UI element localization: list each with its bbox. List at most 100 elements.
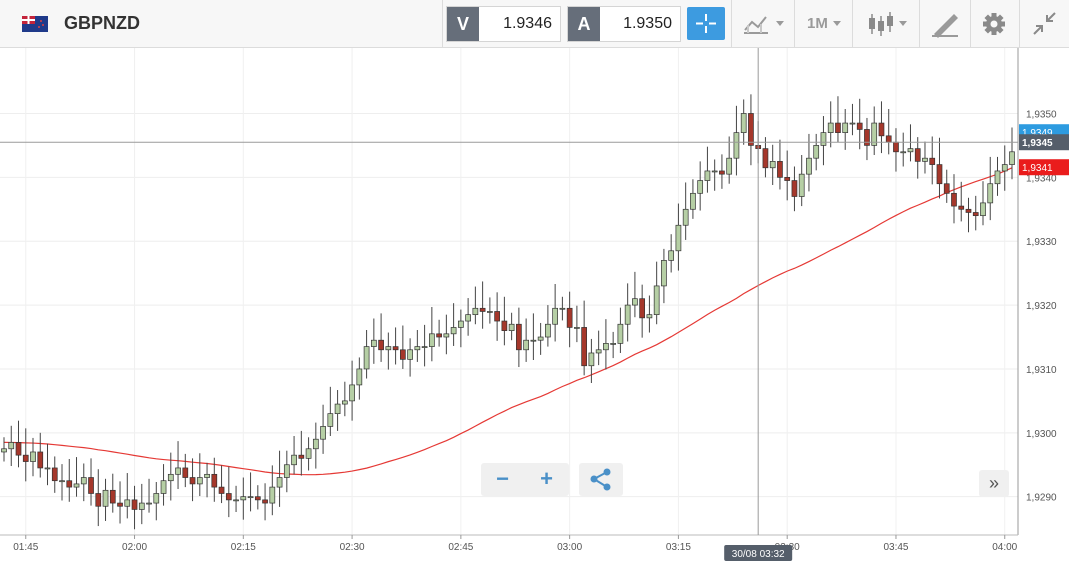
bullish-candle-body: [305, 448, 312, 459]
timeframe-selector[interactable]: 1M: [795, 0, 852, 48]
toolbar-divider: [442, 0, 443, 48]
candle: [487, 297, 493, 324]
candle: [610, 331, 617, 359]
bullish-candle-body: [871, 122, 878, 146]
ask-price-box[interactable]: A 1.9350: [567, 6, 681, 42]
bearish-candle-body: [479, 307, 486, 312]
bearish-candle-body: [37, 451, 44, 469]
candle-style-button[interactable]: [853, 0, 919, 48]
candle: [117, 481, 123, 524]
candle: [88, 458, 94, 506]
x-axis-ticks: 01:4502:0002:1502:3002:4503:0003:1503:30…: [13, 535, 1018, 553]
bullish-candle-body: [545, 323, 551, 338]
candle: [305, 437, 312, 471]
bullish-candle-body: [849, 122, 856, 125]
candle: [298, 430, 305, 476]
candle: [893, 128, 899, 172]
y-tick-label: 1,9350: [1026, 109, 1057, 120]
bullish-candle-body: [682, 208, 689, 226]
zoom-in-button[interactable]: +: [540, 466, 553, 491]
bearish-candle-body: [66, 480, 73, 488]
share-button[interactable]: [579, 463, 623, 496]
bullish-candle-body: [385, 346, 392, 351]
candle: [414, 329, 421, 362]
bullish-candle-body: [327, 413, 334, 427]
bearish-candle-body: [914, 148, 921, 162]
candle: [182, 453, 189, 488]
chart-type-button[interactable]: [732, 0, 794, 48]
bearish-candle-body: [936, 164, 943, 185]
candle: [51, 456, 58, 493]
bullish-candle-body: [603, 343, 609, 351]
zoom-out-button[interactable]: −: [496, 466, 509, 491]
bearish-candle-body: [494, 311, 500, 322]
candle: [907, 124, 914, 162]
scroll-right-button[interactable]: »: [979, 470, 1009, 497]
bearish-candle-body: [254, 496, 261, 501]
bullish-candle-body: [8, 442, 15, 450]
bullish-candle-body: [769, 161, 776, 169]
bullish-candle-body: [196, 477, 203, 485]
bearish-candle-body: [109, 489, 116, 504]
bearish-candle-body: [748, 113, 754, 146]
candle: [8, 425, 15, 467]
bearish-candle-body: [951, 192, 957, 207]
candle: [385, 332, 392, 370]
candle: [363, 329, 370, 379]
price-chart[interactable]: 1,92901,93001,93101,93201,93301,93401,93…: [0, 48, 1069, 562]
bullish-candle-body: [370, 339, 377, 347]
bullish-candle-body: [138, 502, 145, 510]
ma-price-box: [1019, 159, 1069, 176]
candle: [15, 420, 22, 468]
bearish-candle-body: [262, 499, 268, 504]
bullish-candle-body: [407, 349, 413, 360]
bullish-candle-body: [146, 502, 152, 505]
bid-price-box[interactable]: V 1.9346: [446, 6, 561, 42]
bearish-candle-body: [189, 477, 196, 485]
bullish-candle-body: [283, 464, 290, 478]
bullish-candle-body: [334, 403, 341, 415]
y-axis-ticks: 1,9290 1,9300 1,9310 1,9320 1,9330 1,9340 1,93…: [1026, 109, 1057, 503]
candle: [994, 156, 1001, 196]
candle: [146, 478, 152, 513]
bearish-candle-body: [225, 493, 232, 501]
candle: [943, 169, 950, 203]
bearish-candle-body: [378, 339, 384, 351]
collapse-button[interactable]: [1020, 0, 1069, 48]
bearish-candle-body: [399, 349, 406, 360]
bearish-candle-body: [581, 327, 587, 367]
bearish-candle-body: [791, 180, 798, 197]
bullish-candle-body: [44, 467, 51, 470]
candle: [523, 318, 529, 362]
bullish-candle-body: [102, 489, 109, 507]
candle: [661, 248, 667, 304]
candle: [320, 404, 326, 454]
bullish-candle-body: [690, 192, 696, 210]
bullish-candle-body: [73, 483, 80, 488]
bullish-candle-body: [508, 323, 515, 331]
y-tick-label: 1,9290: [1026, 493, 1057, 504]
candle: [849, 103, 856, 136]
candle: [189, 458, 196, 502]
x-tick-label: 02:15: [231, 542, 256, 553]
candle: [392, 327, 399, 365]
drawing-tools-button[interactable]: [920, 0, 970, 48]
candle: [762, 137, 769, 178]
candle: [1009, 127, 1015, 180]
candle: [370, 318, 377, 364]
bullish-candle-body: [487, 311, 493, 313]
candle: [958, 181, 965, 222]
ask-label: A: [568, 7, 600, 41]
crosshair-button[interactable]: [687, 7, 725, 40]
settings-button[interactable]: [971, 0, 1019, 48]
zoom-controls: − +: [481, 463, 569, 496]
bullish-candle-body: [697, 180, 704, 194]
toolbar-divider: [919, 0, 920, 48]
bullish-candle-body: [363, 346, 370, 370]
candle: [1001, 145, 1008, 191]
candle: [283, 450, 290, 493]
bearish-candle-body: [639, 298, 646, 319]
candle: [740, 99, 747, 145]
bullish-candle-body: [806, 157, 812, 175]
candle: [820, 116, 827, 166]
